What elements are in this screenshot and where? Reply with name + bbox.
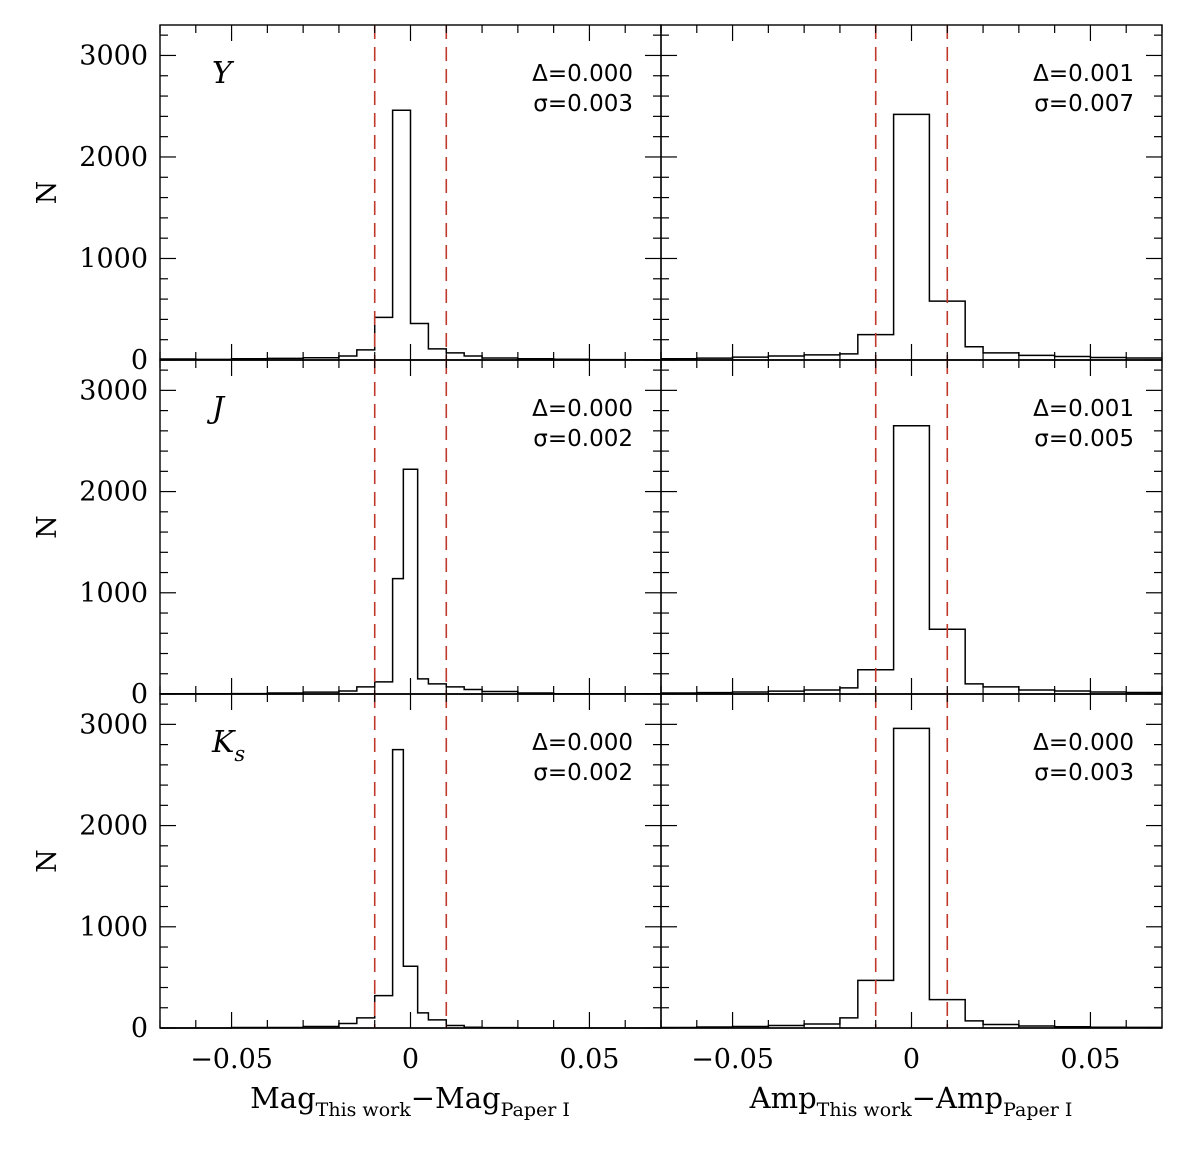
histogram-bin: [929, 301, 965, 360]
panels-group: 0 1000 2000 3000 N Y Δ=0.000 σ=0.003 Δ=0.001 σ=0.…: [32, 24, 1163, 1075]
y-tick-label: 3000: [79, 709, 148, 740]
stat-delta: Δ=0.001: [1033, 61, 1134, 87]
histogram-bin: [894, 728, 930, 1028]
stat-sigma: σ=0.005: [1034, 426, 1134, 452]
histogram-bin: [357, 350, 375, 360]
histogram-bin: [876, 670, 894, 694]
y-tick-label: 1000: [79, 578, 148, 609]
histogram-bin: [446, 687, 464, 694]
y-tick-label: 2000: [79, 142, 148, 173]
y-axis-title: N: [32, 515, 63, 539]
x-tick-label: −0.05: [691, 1044, 774, 1075]
histogram-bin: [393, 750, 404, 1028]
histogram-bin: [393, 579, 404, 694]
y-axis-title: N: [32, 181, 63, 205]
histogram-bin: [894, 426, 930, 694]
y-axis-title: N: [32, 849, 63, 873]
y-tick-label: 0: [131, 345, 148, 376]
histogram-bin: [983, 353, 1019, 360]
x-tick-label: 0: [402, 1044, 419, 1075]
panel-1-0: 0 1000 2000 3000 N J Δ=0.000 σ=0.002: [32, 359, 662, 710]
histogram-bin: [375, 317, 393, 360]
y-tick-label: 3000: [79, 375, 148, 406]
stat-sigma: σ=0.002: [533, 760, 633, 786]
panel-2-1: −0.05 0 0.05 Δ=0.000 σ=0.003: [660, 693, 1163, 1075]
stat-delta: Δ=0.000: [532, 396, 633, 422]
panel-1-1: Δ=0.001 σ=0.005: [660, 359, 1163, 695]
y-tick-label: 0: [131, 1013, 148, 1044]
histogram-bin: [858, 335, 876, 360]
histogram-bin: [858, 980, 876, 1028]
axis-labels-group: MagThis work−MagPaper I AmpThis work−Amp…: [250, 1081, 1072, 1121]
x-axis-title-left: MagThis work−MagPaper I: [250, 1081, 570, 1121]
stat-delta: Δ=0.000: [532, 61, 633, 87]
histogram-bin: [403, 469, 417, 694]
y-tick-label: 3000: [79, 40, 148, 71]
stat-sigma: σ=0.003: [533, 91, 633, 117]
stat-delta: Δ=0.000: [532, 730, 633, 756]
panel-2-0: 0 1000 2000 3000 N −0.05 0 0.05 Ks Δ=0.000 σ=0.002: [32, 693, 662, 1075]
y-tick-label: 0: [131, 679, 148, 710]
y-tick-label: 1000: [79, 243, 148, 274]
panel-0-1: Δ=0.001 σ=0.007: [660, 24, 1163, 361]
histogram-bin: [965, 1021, 983, 1028]
x-tick-label: 0: [903, 1044, 920, 1075]
histogram-bin: [876, 335, 894, 360]
y-tick-label: 1000: [79, 912, 148, 943]
x-tick-label: 0.05: [1060, 1044, 1120, 1075]
histogram-bin: [428, 349, 446, 360]
x-tick-label: 0.05: [559, 1044, 619, 1075]
stat-sigma: σ=0.007: [1034, 91, 1134, 117]
histogram-bin: [446, 353, 464, 360]
histogram-bin: [418, 679, 429, 694]
histogram-bin: [357, 687, 375, 694]
histogram-bin: [983, 687, 1019, 694]
histogram-bin: [965, 684, 983, 694]
histogram-bin: [965, 347, 983, 360]
band-label: Ks: [211, 725, 245, 766]
histogram-bin: [894, 114, 930, 360]
histogram-bin: [840, 1018, 858, 1028]
histogram-bin: [357, 1018, 375, 1028]
histogram-bin: [876, 980, 894, 1028]
histogram-bin: [840, 688, 858, 694]
histogram-bin: [411, 323, 429, 360]
stat-delta: Δ=0.001: [1033, 396, 1134, 422]
histogram-bin: [428, 1020, 446, 1028]
y-tick-label: 2000: [79, 477, 148, 508]
histogram-bin: [375, 682, 393, 694]
panel-0-0: 0 1000 2000 3000 N Y Δ=0.000 σ=0.003: [32, 24, 662, 376]
histogram-bin: [375, 996, 393, 1028]
x-axis-title-right: AmpThis work−AmpPaper I: [749, 1081, 1073, 1121]
stat-delta: Δ=0.000: [1033, 730, 1134, 756]
histogram-bin: [428, 684, 446, 694]
stat-sigma: σ=0.002: [533, 426, 633, 452]
histogram-bin: [804, 355, 840, 360]
histogram-bin: [858, 670, 876, 694]
histogram-bin: [418, 1013, 429, 1028]
stat-sigma: σ=0.003: [1034, 760, 1134, 786]
band-label: Y: [212, 56, 235, 91]
histogram-bin: [929, 629, 965, 694]
y-tick-label: 2000: [79, 811, 148, 842]
histogram-bin: [840, 354, 858, 360]
histogram-bin: [393, 110, 411, 360]
x-tick-label: −0.05: [190, 1044, 273, 1075]
band-label: J: [206, 391, 226, 426]
